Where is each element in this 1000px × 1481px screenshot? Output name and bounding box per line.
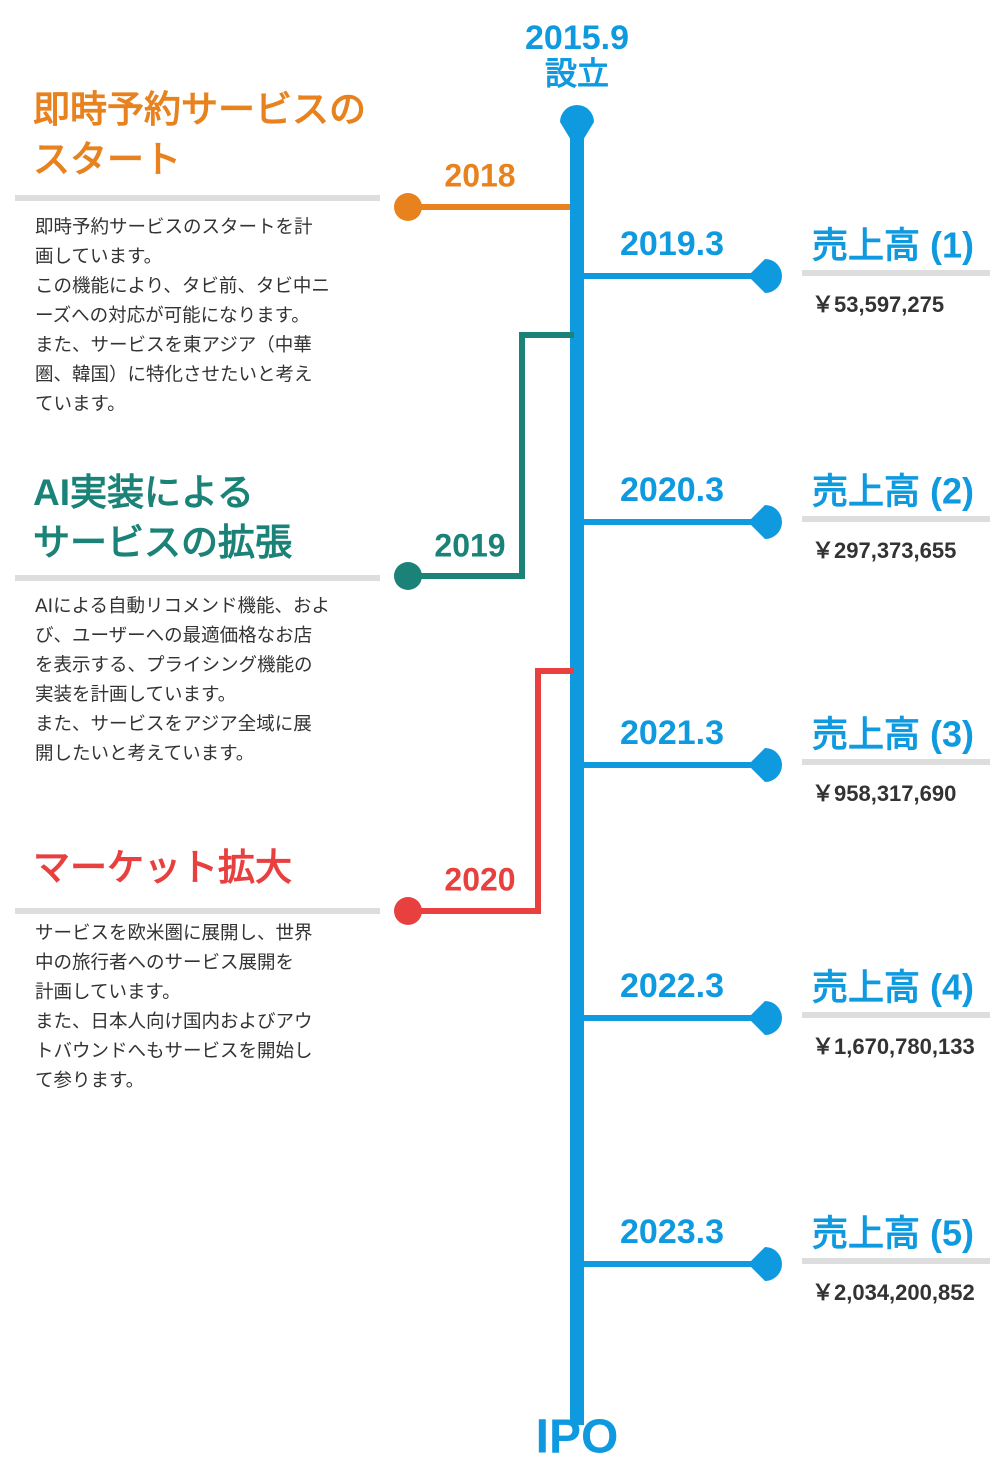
plan-body: 即時予約サービスのスタートを計 [35,217,313,238]
milestone-amount: ￥958,317,690 [812,781,956,806]
end-label: IPO [536,1411,619,1464]
plan-body: 中の旅行者へのサービス展開を [35,953,294,974]
milestone-date: 2023.3 [620,1213,724,1251]
milestone-title: 売上高 (5) [812,1213,974,1254]
plan-year: 2020 [444,861,515,897]
plan-title: 即時予約サービスの [33,89,366,130]
divider [802,1258,990,1264]
plan-body: AIによる自動リコメンド機能、およ [35,596,330,617]
plan-body: び、ユーザーへの最適価格なお店 [35,626,312,647]
plan-title: スタート [33,139,181,180]
plan-body: トバウンドへもサービスを開始し [35,1041,313,1062]
plan-body: また、日本人向け国内およびアウ [35,1012,313,1033]
plan-body: また、サービスをアジア全域に展 [35,714,312,735]
branch-dot [748,748,782,782]
divider [15,575,380,581]
plan-body: 圏、韓国）に特化させたいと考え [35,365,313,386]
connector-dot [394,897,422,925]
milestone-date: 2022.3 [620,967,724,1005]
plan-body: て参ります。 [35,1071,144,1092]
milestone-title: 売上高 (2) [812,471,974,512]
plan-body: 実装を計画しています。 [35,685,236,706]
connector [408,332,574,579]
divider [15,908,380,914]
milestone-date: 2019.3 [620,225,724,263]
plan-title: サービスの拡張 [33,522,293,563]
start-dot [560,105,594,150]
milestone-title: 売上高 (1) [812,225,974,266]
branch-dot [748,1001,782,1035]
milestone-amount: ￥53,597,275 [812,292,944,317]
plan-title: AI実装による [33,472,254,513]
milestone-amount: ￥297,373,655 [812,538,956,563]
plan-body: を表示する、プライシング機能の [35,655,313,676]
branch-dot [748,259,782,293]
milestone-title: 売上高 (3) [812,714,974,755]
divider [802,270,990,276]
milestone-date: 2020.3 [620,471,724,509]
plan-year: 2019 [434,527,505,563]
connector-dot [394,193,422,221]
plan-body: 開したいと考えています。 [35,744,254,765]
connector-dot [394,562,422,590]
plan-title: マーケット拡大 [33,847,292,888]
plan-body: 計画しています。 [35,982,181,1003]
divider [15,195,380,201]
branch-dot [748,1247,782,1281]
founding-label: 設立 [545,55,609,91]
plan-body: 画しています。 [35,247,162,268]
plan-body: ています。 [35,394,126,415]
plan-body: ーズへの対応が可能になります。 [35,306,310,327]
branch-dot [748,505,782,539]
plan-body: この機能により、タビ前、タビ中ニ [35,276,330,297]
founding-date: 2015.9 [525,19,629,57]
connector [408,668,574,914]
plan-body: サービスを欧米圏に展開し、世界 [35,923,313,944]
divider [802,516,990,522]
milestone-amount: ￥2,034,200,852 [812,1280,975,1305]
milestone-title: 売上高 (4) [812,967,974,1008]
milestone-amount: ￥1,670,780,133 [812,1034,975,1059]
divider [802,759,990,765]
plan-body: また、サービスを東アジア（中華 [35,335,312,356]
milestone-date: 2021.3 [620,714,724,752]
plan-year: 2018 [444,157,515,193]
divider [802,1012,990,1018]
